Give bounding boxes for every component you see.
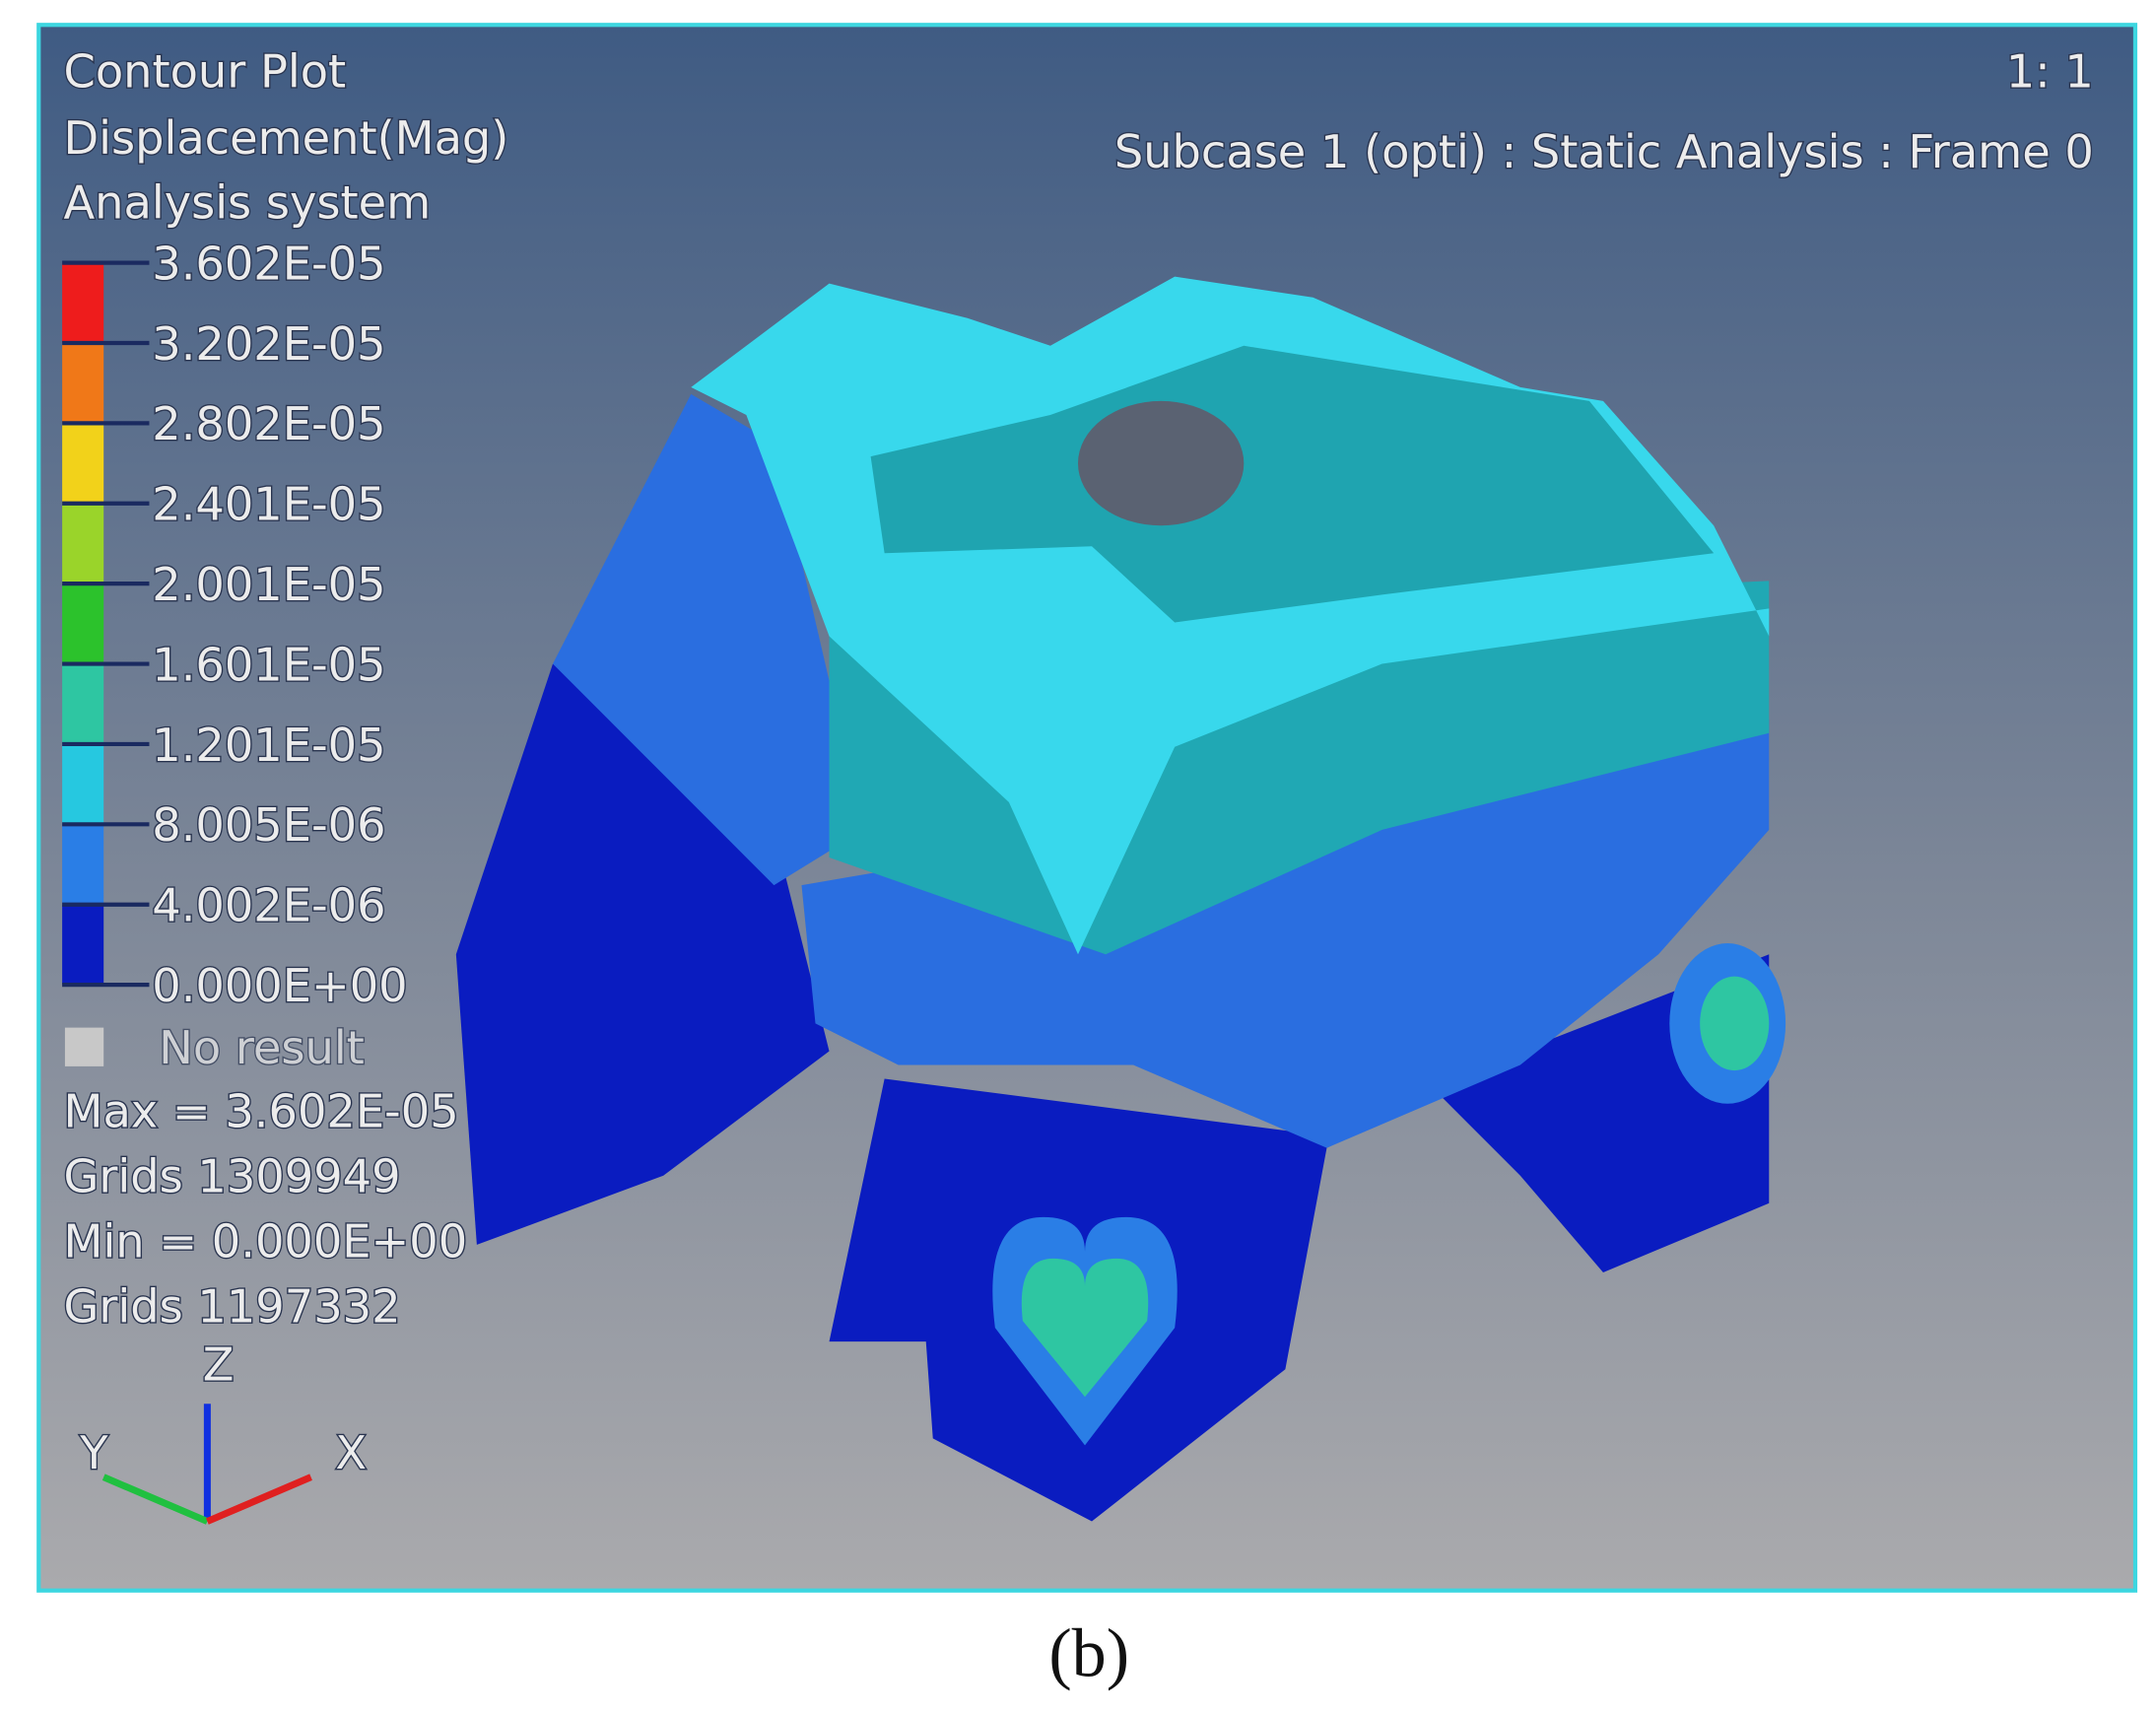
legend-band [62, 824, 104, 905]
legend-label: 3.602E-05 [152, 237, 385, 290]
system: Analysis system [64, 176, 432, 230]
axis-z: Z [203, 1338, 235, 1391]
legend-label: 4.002E-06 [152, 879, 385, 932]
legend-band [62, 343, 104, 424]
axis-y: Y [79, 1426, 108, 1479]
subcase: Subcase 1 (opti) : Static Analysis : Fra… [1114, 125, 2094, 178]
legend: 3.602E-05 3.202E-05 2.802E-05 2.401E-05 2.00… [62, 236, 468, 1335]
legend-band [62, 663, 104, 744]
legend-label: 2.401E-05 [152, 478, 385, 531]
legend-label: 2.001E-05 [152, 558, 385, 611]
legend-label: 0.000E+00 [152, 959, 407, 1012]
stat-line: Grids 1309949 [64, 1150, 401, 1203]
legend-band [62, 503, 104, 584]
legend-label: 1.201E-05 [152, 719, 385, 772]
legend-label: 8.005E-06 [152, 798, 385, 852]
legend-band [62, 423, 104, 504]
plot-title: Contour Plot [64, 44, 347, 98]
stat-line: Grids 1197332 [64, 1279, 401, 1333]
axis-x: X [335, 1426, 367, 1479]
legend-band [62, 904, 104, 986]
scale: 1: 1 [2006, 44, 2094, 98]
caption: (b) [1048, 1615, 1129, 1692]
no-result-swatch [64, 1027, 104, 1066]
legend-band [62, 262, 104, 343]
model [455, 276, 1786, 1522]
stat-line: Max = 3.602E-05 [64, 1085, 459, 1138]
legend-band [62, 583, 104, 664]
legend-label: 3.202E-05 [152, 317, 385, 371]
legend-label: 2.802E-05 [152, 397, 385, 450]
no-result-label: No result [159, 1021, 365, 1074]
result-type: Displacement(Mag) [64, 111, 509, 165]
stat-line: Min = 0.000E+00 [64, 1215, 468, 1269]
axis-triad: Z Y X [78, 1337, 369, 1525]
legend-band [62, 743, 104, 825]
legend-label: 1.601E-05 [152, 638, 385, 691]
